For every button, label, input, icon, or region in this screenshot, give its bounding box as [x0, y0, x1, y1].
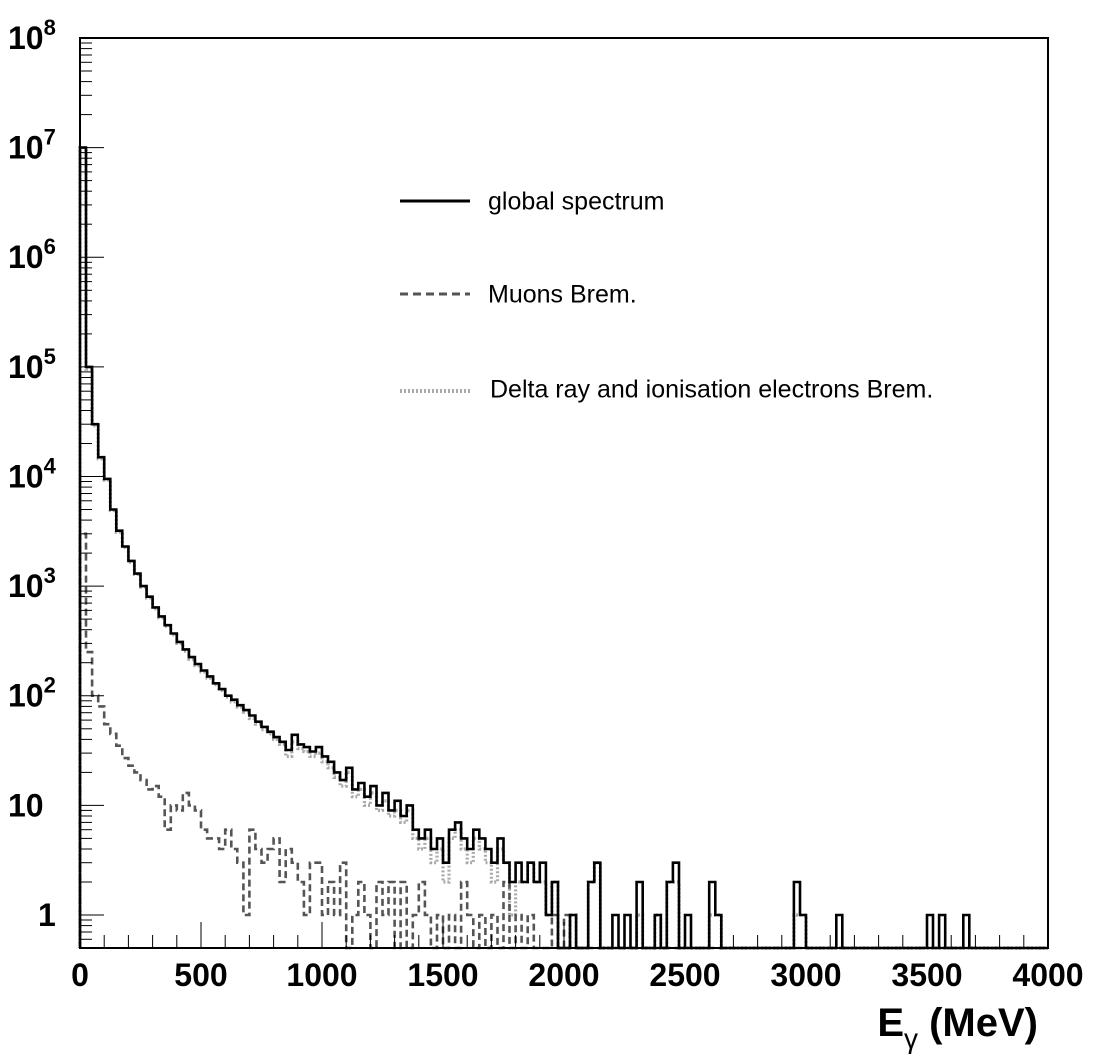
y-tick-label: 1 — [38, 897, 56, 933]
x-axis-title-sub: γ — [904, 1023, 918, 1054]
y-tick-label-base: 10 — [8, 20, 44, 56]
legend-label-global-spectrum: global spectrum — [488, 188, 664, 216]
y-tick-label-exp: 8 — [44, 15, 56, 40]
y-tick-label-base: 1 — [38, 897, 56, 933]
x-tick-label: 500 — [174, 957, 227, 993]
y-tick-label: 104 — [8, 454, 57, 495]
y-tick-label-base: 10 — [8, 787, 44, 823]
x-tick-label: 4000 — [1012, 957, 1083, 993]
x-axis-title-unit: (MeV) — [918, 1001, 1038, 1045]
y-tick-label-base: 10 — [8, 349, 44, 385]
legend-label-delta-ray: Delta ray and ionisation electrons Brem. — [490, 376, 933, 404]
legend-label-muons-brem: Muons Brem. — [488, 281, 637, 309]
x-axis-title-e: E — [877, 1001, 904, 1045]
x-tick-label: 3500 — [891, 957, 962, 993]
x-tick-labels: 0 500 1000 1500 2000 2500 3000 3500 4000 — [71, 957, 1083, 993]
y-tick-label-base: 10 — [8, 568, 44, 604]
y-tick-label-base: 10 — [8, 239, 44, 275]
x-tick-label: 2000 — [528, 957, 599, 993]
x-tick-label: 2500 — [649, 957, 720, 993]
y-tick-label: 10 — [8, 787, 44, 823]
y-tick-label-exp: 6 — [44, 234, 56, 259]
y-tick-label: 102 — [8, 673, 56, 714]
x-tick-label: 1000 — [286, 957, 357, 993]
x-tick-label: 1500 — [407, 957, 478, 993]
y-tick-label-exp: 3 — [44, 563, 56, 588]
y-tick-label-base: 10 — [8, 130, 44, 166]
y-tick-label: 103 — [8, 563, 56, 604]
y-tick-label: 106 — [8, 234, 56, 275]
y-tick-label: 107 — [8, 125, 56, 166]
y-tick-label: 105 — [8, 344, 56, 385]
x-axis-title: Eγ (MeV) — [877, 1001, 1038, 1054]
y-tick-label: 108 — [8, 15, 56, 56]
y-tick-label-base: 10 — [8, 459, 44, 495]
x-tick-label: 3000 — [770, 957, 841, 993]
x-tick-label: 0 — [71, 957, 89, 993]
legend: global spectrum Muons Brem. Delta ray an… — [400, 188, 933, 404]
axis-layer — [79, 37, 1049, 949]
y-tick-label-exp: 2 — [44, 673, 56, 698]
y-tick-label-exp: 4 — [44, 454, 57, 479]
y-tick-label-exp: 7 — [44, 125, 56, 150]
y-tick-label-exp: 5 — [44, 344, 56, 369]
y-tick-label-base: 10 — [8, 678, 44, 714]
